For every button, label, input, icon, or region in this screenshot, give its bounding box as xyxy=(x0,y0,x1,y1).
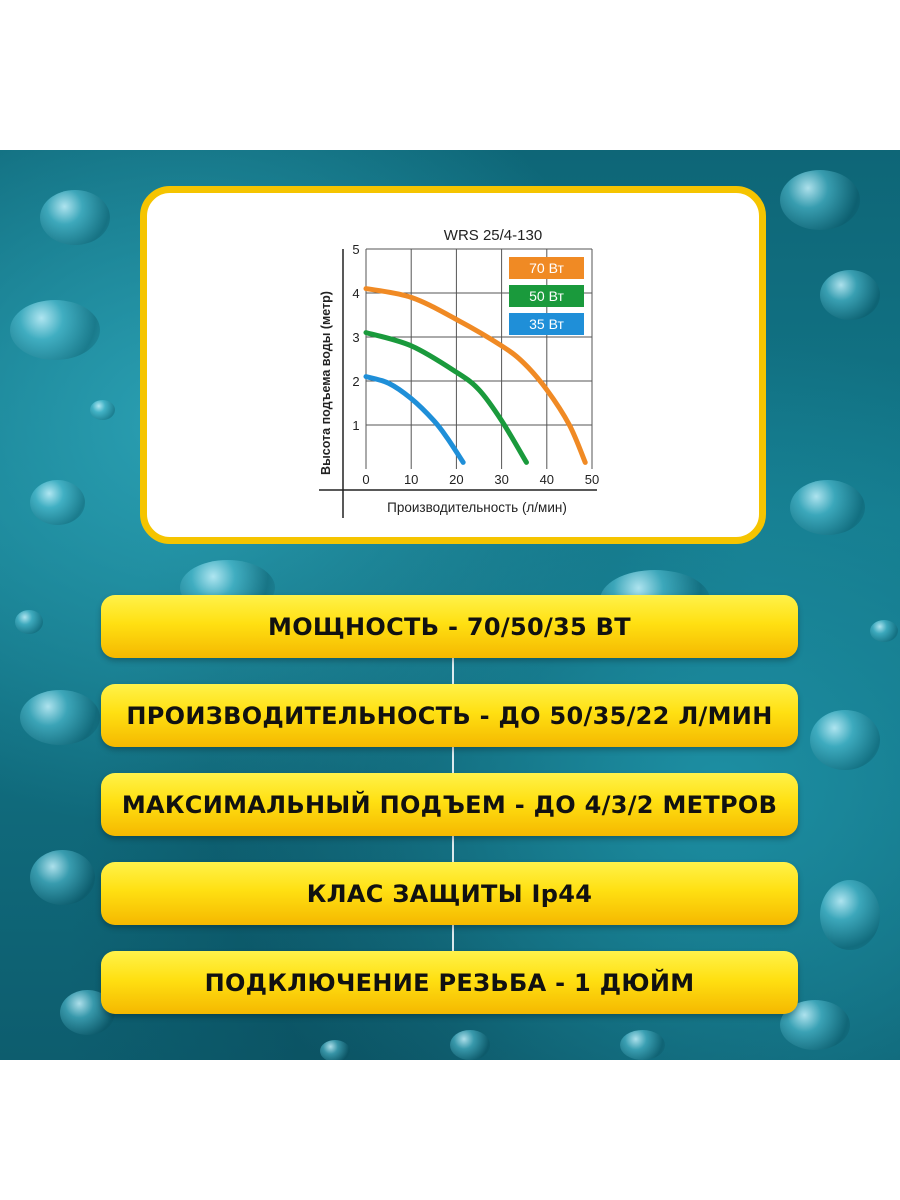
legend-swatch xyxy=(509,285,584,307)
x-tick-label: 10 xyxy=(404,472,418,487)
x-tick-label: 50 xyxy=(585,472,599,487)
legend-swatch xyxy=(509,257,584,279)
x-tick-label: 0 xyxy=(362,472,369,487)
pump-performance-chart-card: WRS 25/4-130 Высота подъема воды (метр) … xyxy=(140,186,766,544)
legend-label: 70 Вт xyxy=(529,260,564,276)
feature-capacity: ПРОИЗВОДИТЕЛЬНОСТЬ - ДО 50/35/22 Л/МИН xyxy=(101,684,798,747)
feature-max-lift: МАКСИМАЛЬНЫЙ ПОДЪЕМ - ДО 4/3/2 МЕТРОВ xyxy=(101,773,798,836)
legend-label: 35 Вт xyxy=(529,316,564,332)
performance-chart: WRS 25/4-130 Высота подъема воды (метр) … xyxy=(319,227,599,518)
series-line xyxy=(363,374,466,465)
y-tick-label: 4 xyxy=(352,286,359,301)
feature-protection-class: КЛАС ЗАЩИТЫ Ip44 xyxy=(101,862,798,925)
y-tick-label: 3 xyxy=(352,330,359,345)
y-tick-label: 1 xyxy=(352,418,359,433)
series-line xyxy=(363,330,529,465)
feature-thread-connection: ПОДКЛЮЧЕНИЕ РЕЗЬБА - 1 ДЮЙМ xyxy=(101,951,798,1014)
series-line xyxy=(363,286,588,465)
feature-power: МОЩНОСТЬ - 70/50/35 ВТ xyxy=(101,595,798,658)
legend-swatch xyxy=(509,313,584,335)
x-tick-label: 40 xyxy=(540,472,554,487)
y-tick-label: 5 xyxy=(352,242,359,257)
chart-title: WRS 25/4-130 xyxy=(444,227,542,244)
y-axis-label: Высота подъема воды (метр) xyxy=(319,291,333,475)
x-tick-label: 20 xyxy=(449,472,463,487)
legend-label: 50 Вт xyxy=(529,288,564,304)
y-tick-label: 2 xyxy=(352,374,359,389)
x-axis-label: Производительность (л/мин) xyxy=(387,500,567,515)
x-tick-label: 30 xyxy=(494,472,508,487)
